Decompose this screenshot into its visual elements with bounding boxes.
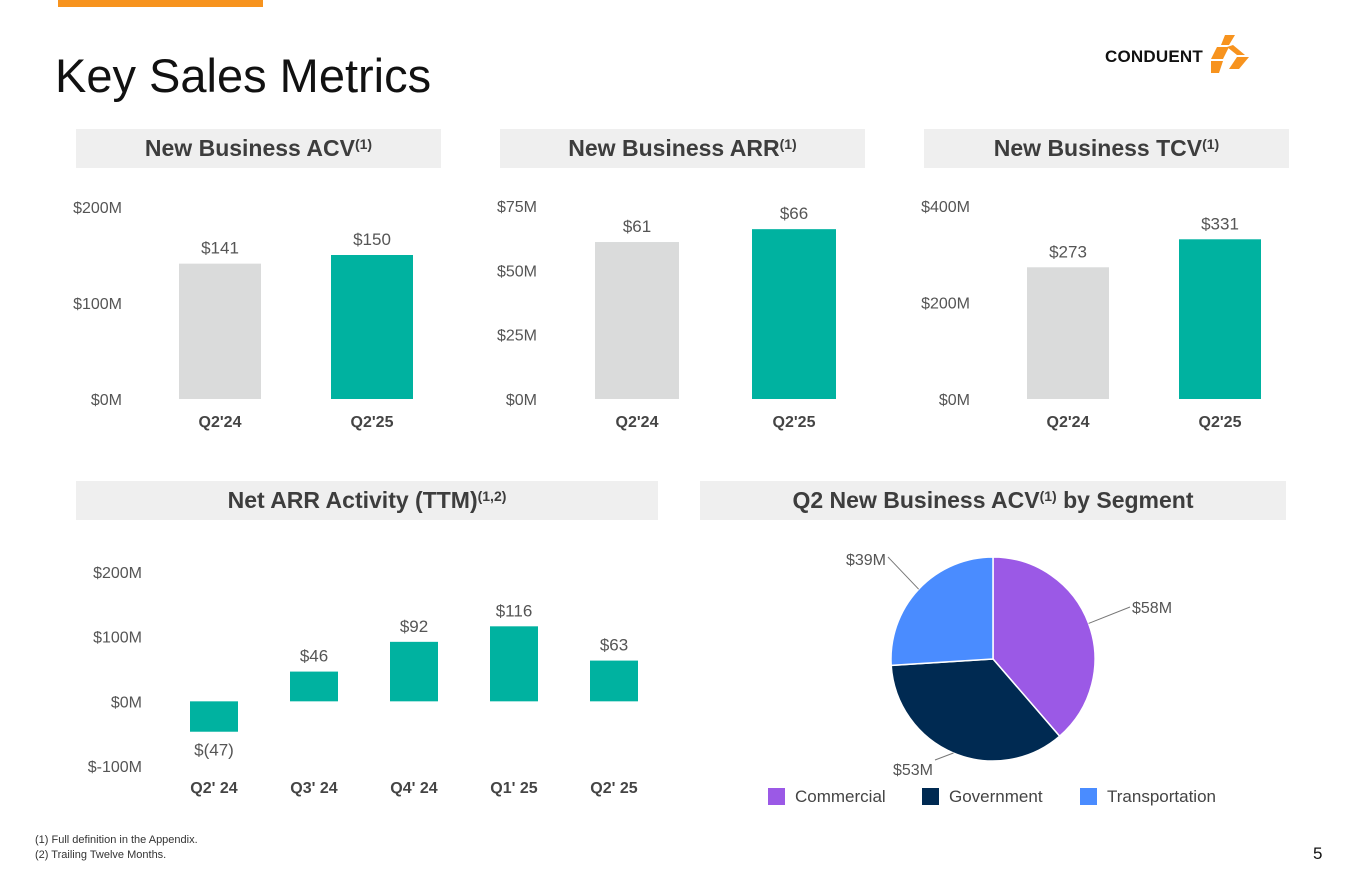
- net-category-label: Q2' 25: [590, 780, 637, 797]
- tcv-data-label: $273: [1049, 242, 1087, 261]
- acv-bar-chart: $0M $100M $200M $141 Q2'24 $150 Q2'25: [73, 200, 413, 431]
- logo-text: CONDUENT: [1105, 47, 1203, 66]
- tcv-bar: [1179, 239, 1261, 399]
- tcv-bar: [1027, 267, 1109, 399]
- footnote-2: (2) Trailing Twelve Months.: [35, 849, 167, 861]
- arr-ytick-label: $50M: [497, 263, 537, 280]
- arr-bar-chart: $0M $25M $50M $75M $61 Q2'24 $66 Q2'25: [497, 199, 836, 431]
- acv-ytick-label: $200M: [73, 200, 122, 217]
- tcv-ytick-label: $0M: [939, 392, 970, 409]
- legend-commercial-label: Commercial: [795, 787, 886, 806]
- commercial-swatch: [768, 788, 785, 805]
- net-data-label: $(47): [194, 741, 234, 760]
- page-title: Key Sales Metrics: [55, 49, 432, 102]
- transportation-swatch: [1080, 788, 1097, 805]
- legend-government-label: Government: [949, 787, 1043, 806]
- arr-category-label: Q2'24: [616, 414, 659, 431]
- arr-bar: [595, 242, 679, 399]
- net-category-label: Q1' 25: [490, 780, 537, 797]
- footnote-1: (1) Full definition in the Appendix.: [35, 834, 198, 846]
- conduent-logo: CONDUENT: [1105, 33, 1255, 75]
- net-bar: [290, 671, 338, 702]
- acv-category-label: Q2'24: [199, 414, 242, 431]
- pie-leader-line: [1088, 606, 1131, 624]
- net-data-label: $116: [496, 601, 533, 620]
- acv-ytick-label: $100M: [73, 296, 122, 313]
- net-ytick-label: $-100M: [88, 759, 142, 776]
- arr-bar: [752, 229, 836, 399]
- arr-ytick-label: $0M: [506, 392, 537, 409]
- tcv-data-label: $331: [1201, 214, 1239, 233]
- acv-category-label: Q2'25: [351, 414, 394, 431]
- arr-data-label: $61: [623, 217, 651, 236]
- net-category-label: Q2' 24: [190, 780, 237, 797]
- legend-transportation: Transportation: [1080, 786, 1216, 808]
- net-category-label: Q4' 24: [390, 780, 437, 797]
- page-number: 5: [1313, 844, 1323, 863]
- net-data-label: $63: [600, 636, 628, 655]
- net-bar: [590, 660, 638, 702]
- pie-label-transportation: $39M: [846, 552, 886, 569]
- net-arr-bar-chart: $-100M $0M $100M $200M $(47) Q2' 24 $46 Q3' 24 $…: [88, 565, 638, 797]
- net-bar: [190, 701, 238, 732]
- acv-ytick-label: $0M: [91, 392, 122, 409]
- pie-label-commercial: $58M: [1132, 600, 1172, 617]
- pie-label-government: $53M: [893, 762, 933, 779]
- arr-category-label: Q2'25: [773, 414, 816, 431]
- tcv-ytick-label: $400M: [921, 199, 970, 216]
- net-ytick-label: $200M: [93, 565, 142, 582]
- acv-data-label: $141: [201, 239, 239, 258]
- government-swatch: [922, 788, 939, 805]
- legend-government: Government: [922, 786, 1043, 808]
- acv-panel-title: New Business ACV(1): [76, 129, 441, 168]
- pie-leader-line: [934, 752, 954, 761]
- tcv-ytick-label: $200M: [921, 296, 970, 313]
- net-data-label: $46: [300, 647, 328, 666]
- arr-ytick-label: $25M: [497, 328, 537, 345]
- acv-bar: [331, 255, 413, 399]
- net-ytick-label: $100M: [93, 630, 142, 647]
- pie-slice-government: [890, 658, 1061, 762]
- acv-bar: [179, 263, 261, 399]
- net-category-label: Q3' 24: [290, 780, 337, 797]
- net-ytick-label: $0M: [111, 694, 142, 711]
- tcv-panel-title: New Business TCV(1): [924, 129, 1289, 168]
- segment-panel-title: Q2 New Business ACV(1) by Segment: [700, 481, 1286, 520]
- tcv-category-label: Q2'24: [1047, 414, 1090, 431]
- arr-data-label: $66: [780, 204, 808, 223]
- accent-bar: [58, 0, 263, 7]
- net-data-label: $92: [400, 617, 428, 636]
- pie-slice-transportation: [890, 556, 994, 667]
- net-bar: [390, 641, 438, 702]
- tcv-category-label: Q2'25: [1199, 414, 1242, 431]
- legend-commercial: Commercial: [768, 786, 886, 808]
- net-arr-panel-title: Net ARR Activity (TTM)(1,2): [76, 481, 658, 520]
- acv-data-label: $150: [353, 230, 391, 249]
- tcv-bar-chart: $0M $200M $400M $273 Q2'24 $331 Q2'25: [921, 199, 1261, 431]
- legend-transportation-label: Transportation: [1107, 787, 1216, 806]
- pie-leader-line: [887, 556, 920, 590]
- conduent-mark-icon: [1211, 35, 1249, 73]
- arr-ytick-label: $75M: [497, 199, 537, 216]
- arr-panel-title: New Business ARR(1): [500, 129, 865, 168]
- segment-pie-chart: $58M $53M $39M: [846, 552, 1172, 779]
- net-bar: [490, 626, 538, 702]
